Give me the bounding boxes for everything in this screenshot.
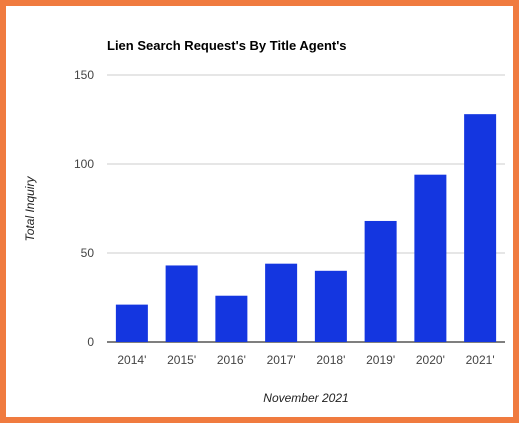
y-tick-label: 0 [87,335,94,349]
x-tick-labels: 2014' 2015' 2016' 2017' 2018' 2019' 2020' 2021' [117,353,494,367]
bar [215,295,248,342]
x-axis-label: November 2021 [263,391,348,405]
x-tick-label: 2014' [117,353,146,367]
x-tick-label: 2017' [267,353,296,367]
y-tick-label: 50 [81,246,95,260]
bar [314,270,347,342]
x-tick-label: 2015' [167,353,196,367]
bar [464,114,497,342]
y-tick-labels: 0 50 100 150 [74,68,94,349]
x-tick-label: 2018' [316,353,345,367]
x-tick-label: 2016' [217,353,246,367]
bars [115,114,497,342]
y-tick-label: 100 [74,157,94,171]
chart-title: Lien Search Request's By Title Agent's [107,38,347,53]
bar [364,220,397,342]
x-tick-label: 2019' [366,353,395,367]
bar [115,304,148,342]
y-axis-label: Total Inquiry [23,176,37,242]
x-tick-label: 2021' [466,353,495,367]
bar [265,263,298,342]
x-tick-label: 2020' [416,353,445,367]
y-tick-label: 150 [74,68,94,82]
bar [414,174,447,342]
bar [165,265,198,342]
